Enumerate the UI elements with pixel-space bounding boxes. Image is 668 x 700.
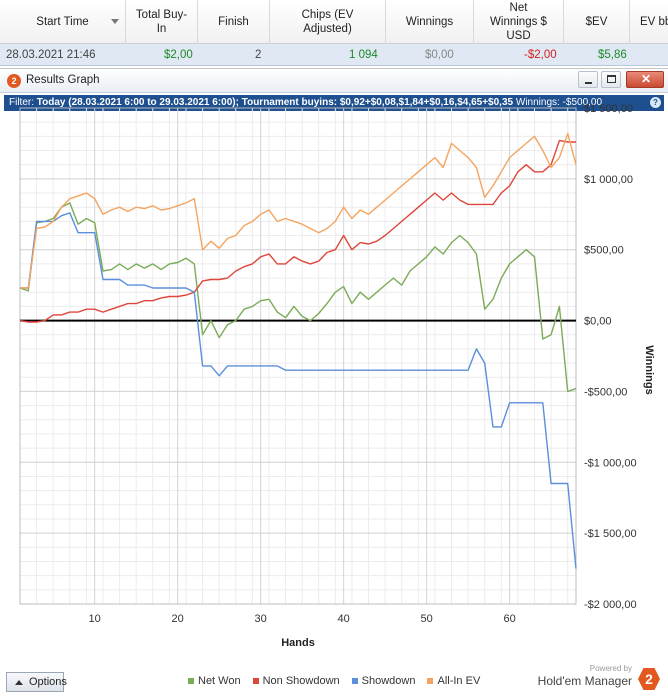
series-line-non-showdown [19, 139, 576, 323]
series-line-showdown [20, 212, 577, 569]
cell-buy-in: $2,00 [164, 49, 193, 61]
cell-ev: $5,86 [598, 49, 627, 61]
y-tick-label: $0,00 [584, 316, 612, 328]
x-tick-label: 10 [89, 613, 101, 625]
column-label: Finish [218, 16, 249, 28]
chevron-up-icon [15, 680, 23, 685]
x-tick-label: 50 [421, 613, 433, 625]
legend-label: All-In EV [437, 675, 481, 687]
legend-label: Non Showdown [262, 675, 340, 687]
column-label: Start Time [36, 16, 89, 28]
cell-chips: 1 094 [349, 49, 378, 61]
y-tick-label: $1 000,00 [584, 174, 633, 186]
options-label: Options [29, 676, 67, 688]
cell-winnings: $0,00 [425, 49, 454, 61]
close-icon: ✕ [641, 72, 652, 86]
options-button[interactable]: Options [6, 672, 67, 692]
legend-item-net-won[interactable]: Net Won [188, 674, 241, 688]
results-table-header: Start Time Total Buy-In Finish Chips (EV… [0, 0, 668, 44]
x-tick-label: 40 [338, 613, 350, 625]
legend-swatch [252, 678, 259, 684]
series-line-all-in-ev [20, 132, 577, 289]
filter-text: Today (28.03.2021 6:00 to 29.03.2021 6:0… [36, 97, 514, 108]
window-titlebar[interactable]: 2 Results Graph ✕ [0, 69, 668, 93]
column-header-net-winnings[interactable]: Net Winnings $ USD [474, 0, 564, 44]
column-header-chips-ev-adjusted[interactable]: Chips (EV Adjusted) [270, 0, 386, 44]
chart-legend: Net Won Non Showdown Showdown All-In EV [188, 674, 480, 688]
legend-item-showdown[interactable]: Showdown [351, 674, 416, 688]
column-label: Chips (EV Adjusted) [301, 9, 354, 35]
restore-button[interactable] [601, 71, 621, 88]
app-logo-icon: 2 [7, 74, 21, 88]
series-line-net-won [19, 202, 577, 393]
legend-label: Showdown [361, 675, 416, 687]
legend-swatch [188, 678, 194, 684]
y-tick-label: -$1 500,00 [584, 528, 637, 540]
column-label: Total Buy-In [135, 9, 188, 35]
brand-logo-icon: 2 [638, 668, 660, 690]
column-header-finish[interactable]: Finish [198, 0, 270, 44]
column-header-winnings[interactable]: Winnings [386, 0, 474, 44]
y-tick-label: $500,00 [584, 245, 624, 257]
column-header-ev[interactable]: $EV [564, 0, 630, 44]
legend-swatch [351, 678, 358, 684]
results-graph-window: 2 Results Graph ✕ Filter: Today (28.03.2… [0, 68, 668, 700]
plot-border [19, 107, 577, 605]
table-row[interactable]: 28.03.2021 21:46 $2,00 2 1 094 $0,00 -$2… [0, 44, 668, 66]
legend-item-all-in-ev[interactable]: All-In EV [427, 674, 480, 688]
y-axis-label: Winnings [643, 345, 655, 394]
filter-prefix: Filter: [9, 97, 34, 108]
column-header-ev-bb[interactable]: EV bb [630, 0, 668, 44]
column-label: Winnings [405, 16, 454, 28]
window-title: Results Graph [26, 74, 100, 86]
y-tick-label: $1 500,00 [584, 103, 633, 115]
y-tick-label: -$500,00 [584, 386, 627, 398]
column-label: EV bb [640, 16, 668, 28]
restore-icon [607, 75, 616, 83]
winnings-summary: Winnings: -$500,00 [515, 97, 603, 108]
filter-bar: Filter: Today (28.03.2021 6:00 to 29.03.… [4, 95, 664, 111]
y-tick-label: -$1 000,00 [584, 457, 637, 469]
help-icon[interactable]: ? [650, 97, 661, 108]
cell-net-winnings: -$2,00 [524, 49, 557, 61]
minimize-icon [585, 82, 592, 84]
column-header-total-buy-in[interactable]: Total Buy-In [126, 0, 198, 44]
cell-start-time: 28.03.2021 21:46 [6, 49, 96, 61]
cell-finish: 2 [255, 49, 262, 61]
powered-by-label: Powered by [589, 664, 632, 673]
minimize-button[interactable] [578, 71, 598, 88]
brand: Powered by Hold'em Manager [538, 664, 632, 689]
legend-label: Net Won [198, 675, 241, 687]
y-tick-label: -$2 000,00 [584, 599, 637, 611]
x-tick-label: 20 [172, 613, 184, 625]
brand-name: Hold'em Manager [537, 674, 632, 688]
legend-swatch [427, 678, 434, 684]
x-tick-label: 30 [255, 613, 267, 625]
column-label: $EV [585, 16, 608, 28]
column-label: Net Winnings $ USD [490, 2, 547, 42]
sort-chevron-down-icon[interactable] [111, 19, 119, 24]
x-tick-label: 60 [503, 613, 515, 625]
x-axis-label: Hands [281, 637, 315, 649]
close-button[interactable]: ✕ [626, 71, 664, 88]
column-header-start-time[interactable]: Start Time [0, 0, 126, 44]
legend-item-non-showdown[interactable]: Non Showdown [252, 674, 340, 688]
